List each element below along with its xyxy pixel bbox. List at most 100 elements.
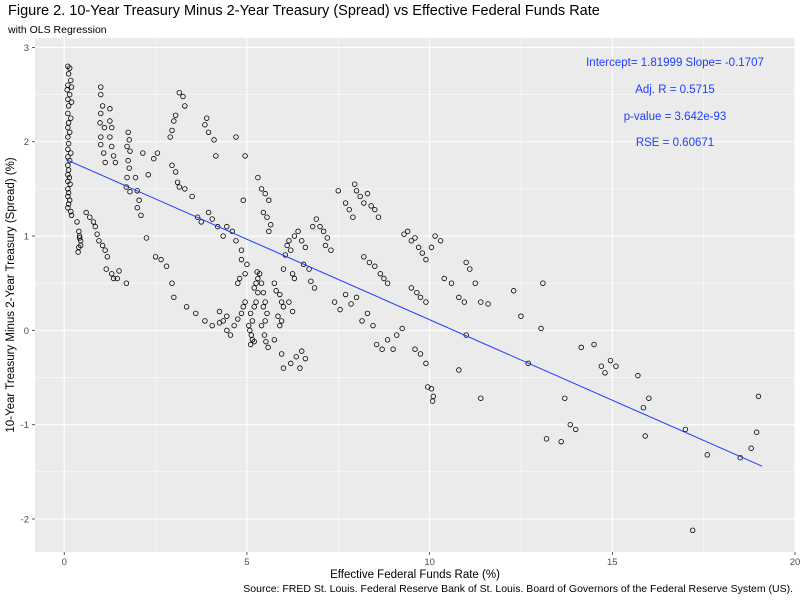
data-point [65, 96, 71, 103]
data-point [415, 244, 422, 251]
data-point [104, 254, 111, 260]
data-point [67, 197, 73, 203]
data-point [361, 254, 367, 260]
data-point [322, 242, 329, 249]
data-point [317, 223, 323, 230]
data-point [209, 322, 215, 329]
data-point [309, 223, 316, 230]
data-point [68, 212, 75, 219]
data-point [125, 157, 131, 164]
data-point [288, 247, 294, 253]
data-point [562, 395, 568, 401]
data-point [211, 137, 217, 143]
data-point [172, 112, 179, 119]
data-point [408, 238, 415, 244]
data-point [194, 214, 201, 220]
data-point [140, 150, 146, 156]
data-point [205, 129, 212, 136]
data-point [399, 325, 405, 332]
data-point [204, 115, 210, 121]
y-tick-label: 3 [24, 43, 29, 54]
data-point [567, 421, 573, 428]
data-point [67, 65, 73, 71]
data-point [456, 367, 462, 373]
data-point [65, 146, 71, 152]
data-point [328, 247, 334, 253]
data-point [266, 197, 272, 203]
chart-title: Figure 2. 10-Year Treasury Minus 2-Year … [8, 3, 600, 19]
data-point [240, 304, 246, 310]
data-point [262, 299, 268, 305]
data-point [260, 209, 267, 216]
data-point [99, 242, 106, 249]
data-point [598, 363, 605, 369]
plot-panel [35, 38, 795, 552]
data-point [602, 370, 608, 376]
data-point [238, 256, 245, 263]
data-point [253, 280, 259, 286]
x-tick-label: 0 [62, 557, 67, 568]
data-point [189, 193, 195, 200]
data-point [423, 256, 429, 263]
x-axis-ticks: 0 5 10 15 20 [62, 552, 800, 568]
data-point [182, 186, 188, 192]
data-point [456, 294, 462, 301]
data-point [366, 259, 373, 266]
data-point [202, 122, 208, 128]
regression-annotation: p-value = 3.642e-93 [624, 111, 727, 123]
data-point [65, 103, 72, 109]
data-point [258, 322, 265, 329]
y-tick-label: -1 [21, 420, 29, 431]
data-point [138, 212, 144, 219]
data-point [682, 426, 689, 433]
data-point [558, 438, 564, 445]
data-point [242, 153, 248, 159]
data-point [607, 357, 614, 364]
data-point [172, 169, 179, 175]
data-point [510, 288, 517, 294]
data-point [65, 189, 72, 196]
data-point [271, 280, 278, 286]
data-point [255, 174, 261, 181]
data-point [267, 222, 274, 228]
data-point [755, 393, 762, 400]
data-point [171, 294, 177, 301]
data-point [419, 250, 426, 256]
data-point [68, 99, 75, 105]
data-point [143, 235, 150, 241]
data-point [134, 188, 141, 194]
data-point [68, 115, 74, 121]
y-tick-label: 0 [24, 326, 29, 337]
data-point [271, 337, 278, 343]
data-point [753, 429, 760, 435]
data-point [342, 291, 349, 298]
data-point [254, 269, 260, 275]
data-point [67, 181, 73, 187]
data-point [404, 228, 411, 235]
data-point [169, 280, 175, 286]
data-point [96, 238, 102, 244]
data-points [64, 63, 762, 534]
data-point [240, 197, 246, 203]
data-point [94, 231, 100, 237]
data-point [68, 208, 74, 215]
data-point [183, 304, 190, 310]
x-tick-label: 5 [244, 557, 249, 568]
data-point [308, 278, 314, 285]
data-point [320, 228, 327, 235]
data-point [76, 235, 83, 241]
data-point [124, 143, 130, 150]
data-point [247, 327, 253, 334]
data-point [264, 214, 270, 220]
data-point [278, 351, 285, 357]
data-point [98, 110, 104, 117]
data-point [353, 188, 360, 194]
data-point [640, 405, 647, 411]
data-point [182, 103, 188, 109]
data-point [286, 299, 292, 305]
y-axis-title: 10-Year Treasury Minus 2-Year Treasury (… [5, 157, 17, 432]
data-point [441, 275, 447, 282]
data-point [109, 271, 115, 277]
data-point [646, 395, 652, 401]
data-point [74, 219, 80, 225]
